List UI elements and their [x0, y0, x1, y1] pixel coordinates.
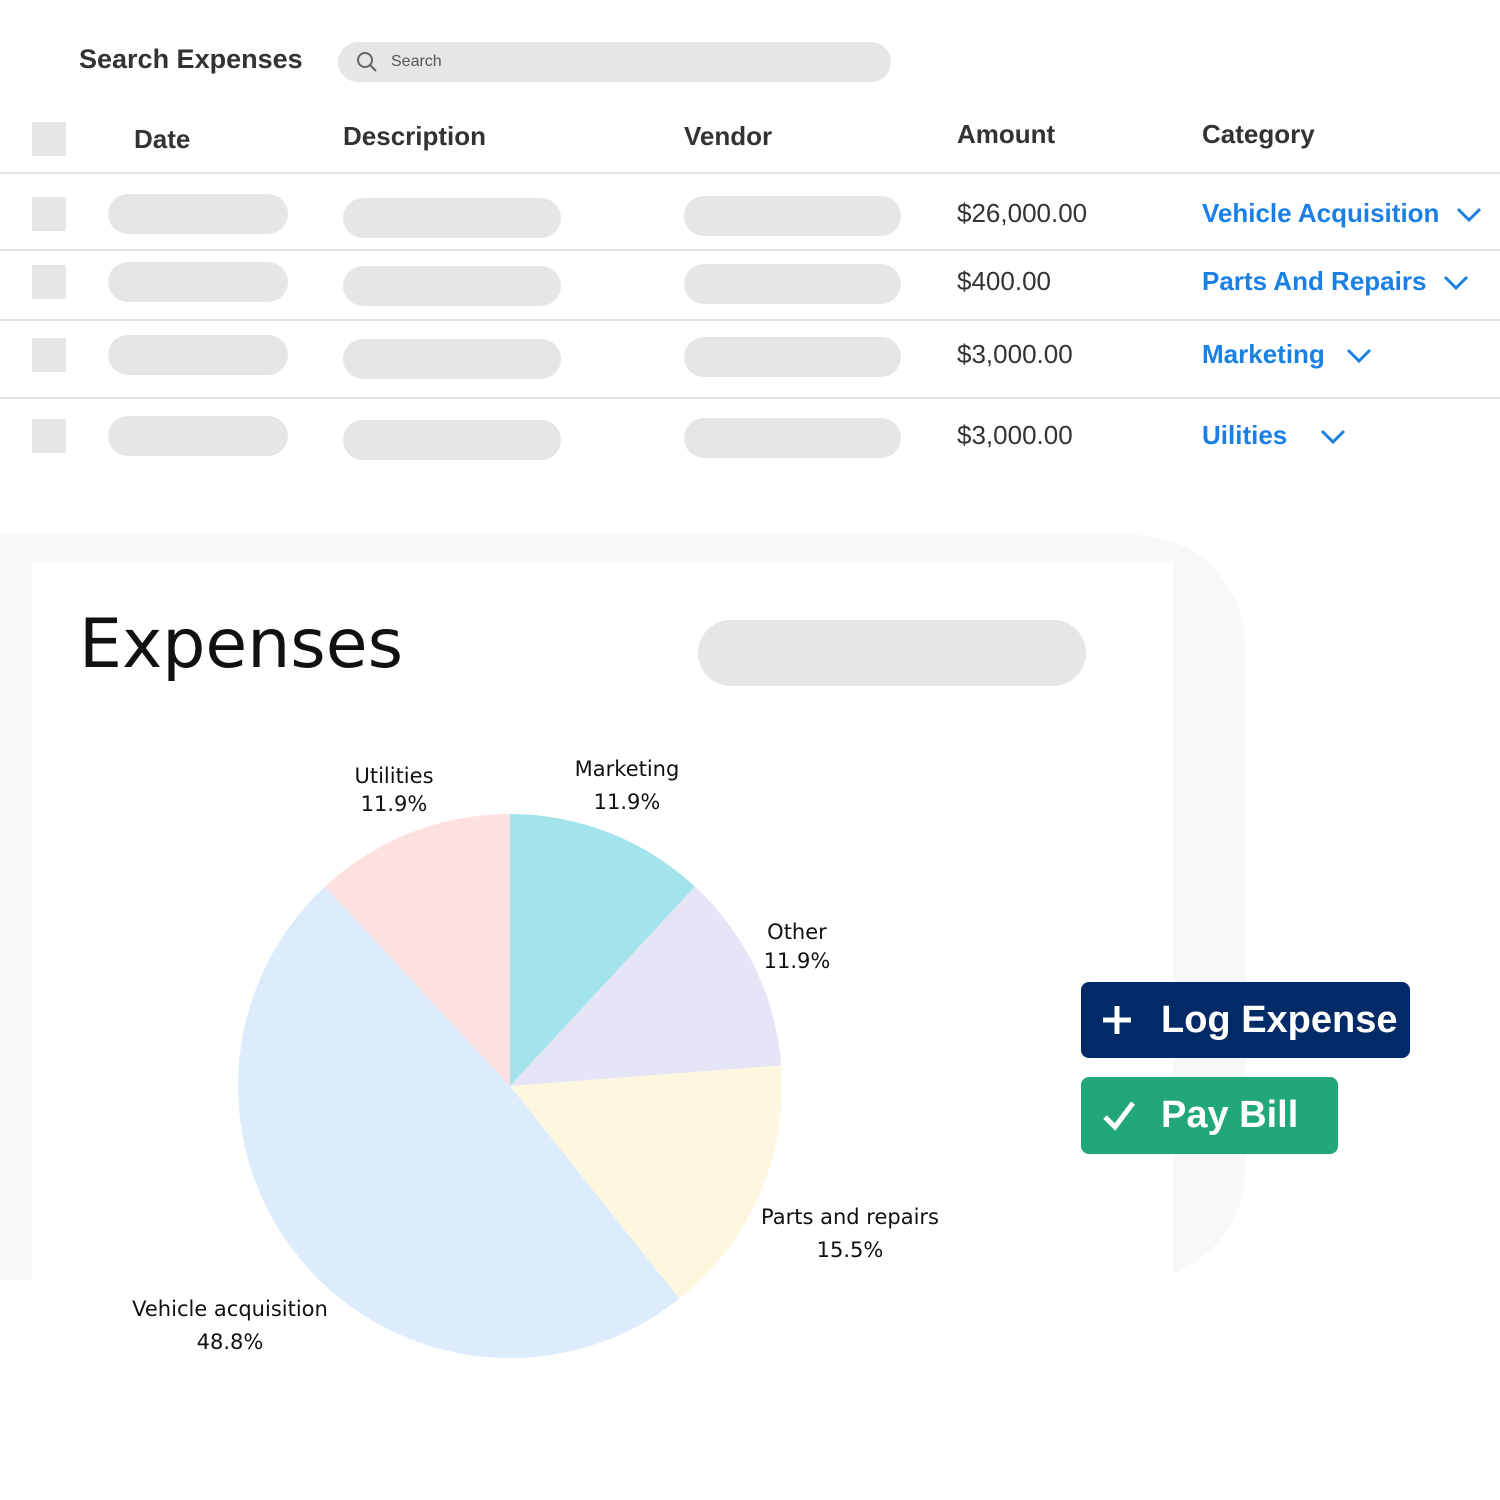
button-label: Log Expense [1161, 998, 1398, 1041]
column-header: Vendor [684, 121, 773, 151]
category-label: Marketing [1202, 339, 1325, 369]
category-label: Vehicle Acquisition [1202, 198, 1440, 228]
pie-slice [238, 886, 680, 1358]
row-separator [0, 397, 1500, 399]
panel-title: Expenses [79, 605, 403, 684]
vendor-placeholder [684, 196, 901, 236]
column-header: Amount [957, 119, 1056, 149]
slice-label: Other [767, 920, 827, 944]
description-placeholder [343, 420, 561, 460]
amount: $26,000.00 [957, 198, 1088, 228]
description-placeholder [343, 339, 561, 379]
slice-label: Parts and repairs [761, 1205, 939, 1229]
row-separator [0, 172, 1500, 174]
page-title: Search Expenses [79, 44, 303, 74]
search-placeholder: Search [391, 53, 442, 70]
amount: $400.00 [957, 266, 1051, 296]
amount: $3,000.00 [957, 420, 1073, 450]
plus-icon [1103, 1006, 1131, 1034]
vendor-placeholder [684, 418, 901, 458]
description-placeholder [343, 198, 561, 238]
category-dropdown[interactable]: Marketing [1202, 339, 1373, 370]
check-icon [1103, 1101, 1135, 1131]
search-box[interactable]: Search [338, 42, 891, 82]
placeholder-bar [698, 620, 1086, 686]
slice-label: Marketing [575, 757, 680, 781]
amount: $3,000.00 [957, 339, 1073, 369]
slice-value: 11.9% [764, 949, 831, 973]
category-dropdown[interactable]: Uilities [1202, 420, 1347, 451]
row-checkbox[interactable] [32, 419, 66, 453]
pie-slice [510, 886, 782, 1086]
button-label: Pay Bill [1161, 1094, 1299, 1136]
date-placeholder [108, 416, 288, 456]
column-header: Date [134, 124, 191, 154]
log-expense-button[interactable]: Log Expense [1081, 982, 1410, 1058]
pay-bill-button[interactable]: Pay Bill [1081, 1077, 1338, 1154]
chevron-icon [1457, 207, 1482, 222]
category-dropdown[interactable]: Vehicle Acquisition [1202, 198, 1483, 229]
row-checkbox[interactable] [32, 265, 66, 299]
chevron [1346, 348, 1371, 363]
pie-slice [510, 1065, 782, 1299]
chevron-icon [1444, 275, 1469, 290]
row-checkbox[interactable] [32, 338, 66, 372]
header-checkbox[interactable] [32, 122, 66, 156]
column-header: Category [1202, 119, 1315, 149]
date-placeholder [108, 262, 288, 302]
pie-slice [325, 814, 510, 1086]
slice-value: 48.8% [197, 1330, 264, 1354]
category-label: Uilities [1202, 420, 1288, 450]
slice-label: Utilities [354, 764, 433, 788]
category-label: Parts And Repairs [1202, 266, 1427, 296]
column-header: Description [343, 121, 487, 151]
chevron-icon [1346, 348, 1371, 363]
date-placeholder [108, 335, 288, 375]
date-placeholder [108, 194, 288, 234]
row-checkbox[interactable] [32, 197, 66, 231]
vendor-placeholder [684, 337, 901, 377]
row-separator [0, 319, 1500, 321]
chevron [1321, 429, 1346, 444]
slice-value: 15.5% [817, 1238, 884, 1262]
chevron [1444, 275, 1469, 290]
description-placeholder [343, 266, 561, 306]
chevron-icon [1321, 429, 1346, 444]
slice-label: Vehicle acquisition [132, 1297, 328, 1321]
category-dropdown[interactable]: Parts And Repairs [1202, 266, 1470, 297]
row-separator [0, 249, 1500, 251]
chevron [1457, 207, 1482, 222]
slice-value: 11.9% [361, 792, 428, 816]
pie-slice [510, 814, 695, 1086]
search-icon [357, 52, 377, 72]
vendor-placeholder [684, 264, 901, 304]
slice-value: 11.9% [594, 790, 661, 814]
